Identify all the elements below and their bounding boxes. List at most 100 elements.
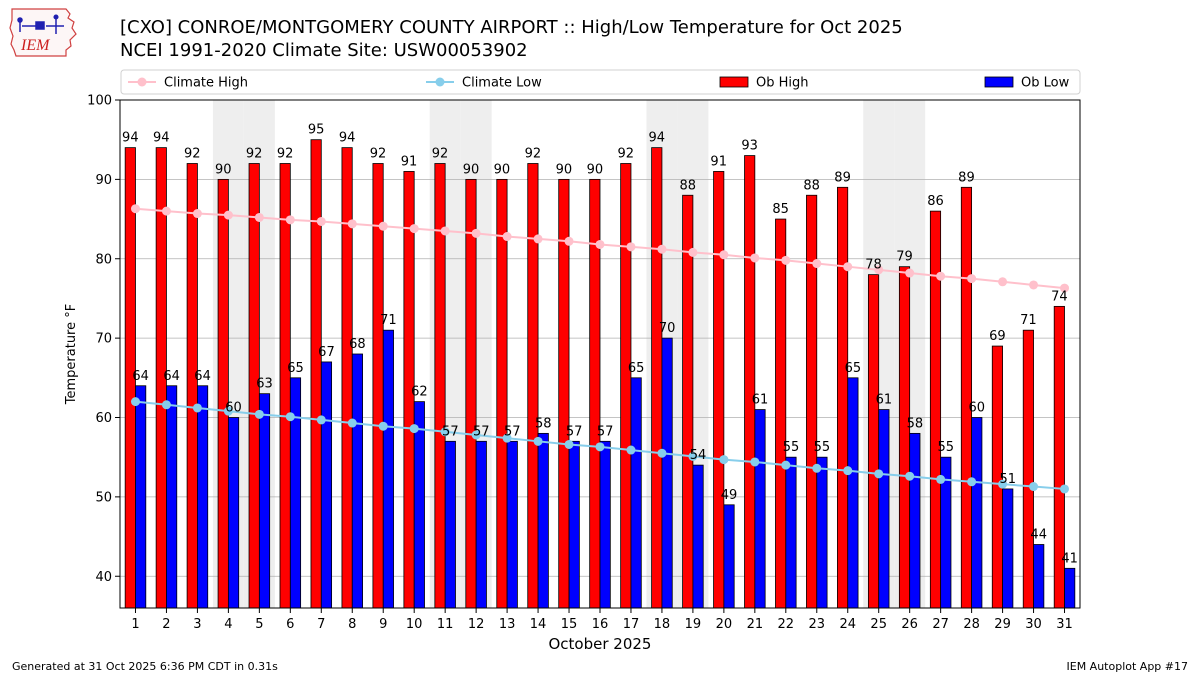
y-tick-label: 90: [95, 173, 112, 188]
ob-high-bar: [682, 194, 694, 609]
ob-high-bar: [837, 186, 849, 609]
ob-high-label: 94: [339, 131, 356, 146]
ob-low-label: 60: [969, 401, 986, 416]
x-tick-label: 12: [468, 617, 485, 632]
ob-high-bar: [217, 178, 229, 609]
ob-high-label: 92: [277, 147, 294, 162]
x-tick-label: 10: [406, 617, 423, 632]
x-tick-label: 17: [623, 617, 640, 632]
climate-low-point: [719, 455, 729, 465]
y-axis-label: Temperature °F: [64, 304, 79, 405]
x-tick-label: 7: [317, 617, 325, 632]
legend-marker: [137, 77, 147, 87]
climate-high-point: [130, 204, 140, 214]
x-tick-label: 25: [870, 617, 887, 632]
ob-high-bar: [960, 186, 973, 609]
ob-low-label: 64: [194, 369, 211, 384]
chart-title: [CXO] CONROE/MONTGOMERY COUNTY AIRPORT :…: [120, 17, 903, 38]
x-tick-label: 27: [932, 617, 949, 632]
x-tick-label: 18: [654, 617, 671, 632]
logo-text: IEM: [20, 37, 51, 54]
x-tick-label: 22: [778, 617, 795, 632]
climate-low-point: [967, 477, 977, 487]
ob-high-label: 92: [432, 147, 449, 162]
ob-low-bar: [847, 377, 859, 609]
y-tick-label: 70: [95, 332, 112, 347]
ob-low-label: 70: [659, 321, 676, 336]
climate-high-point: [564, 236, 574, 246]
ob-low-bar: [1033, 544, 1045, 609]
ob-high-label: 89: [834, 170, 851, 185]
y-tick-label: 50: [95, 490, 112, 505]
ob-low-bar: [692, 464, 704, 609]
ob-low-bar: [258, 393, 271, 609]
x-tick-label: 31: [1056, 617, 1073, 632]
x-tick-label: 5: [255, 617, 263, 632]
climate-high-point: [440, 226, 450, 236]
x-tick-label: 26: [901, 617, 918, 632]
ob-low-bar: [475, 440, 487, 609]
ob-high-label: 94: [153, 131, 170, 146]
x-tick-label: 2: [162, 617, 170, 632]
climate-low-point: [657, 448, 667, 458]
climate-high-point: [471, 228, 481, 238]
ob-high-label: 71: [1020, 313, 1037, 328]
ob-high-label: 86: [927, 194, 944, 209]
ob-low-label: 67: [318, 345, 335, 360]
ob-low-bar: [166, 385, 178, 609]
ob-high-bar: [775, 218, 787, 609]
ob-low-bar: [537, 432, 549, 609]
generated-footer: Generated at 31 Oct 2025 6:36 PM CDT in …: [12, 660, 278, 673]
climate-high-point: [719, 250, 729, 260]
ob-high-label: 85: [772, 202, 789, 217]
legend-label: Climate High: [164, 76, 248, 91]
climate-low-point: [502, 433, 512, 443]
ob-low-bar: [599, 440, 611, 609]
climate-low-point: [626, 445, 636, 455]
ob-low-bar: [227, 417, 240, 609]
ob-high-label: 91: [710, 154, 727, 169]
climate-low-point: [595, 442, 605, 452]
ob-low-label: 41: [1061, 551, 1078, 566]
climate-high-point: [750, 253, 760, 263]
ob-high-bar: [465, 178, 477, 609]
climate-low-point: [1029, 482, 1039, 492]
climate-high-point: [378, 221, 388, 231]
climate-low-point: [471, 430, 481, 440]
climate-high-point: [812, 259, 822, 269]
climate-high-point: [688, 247, 698, 257]
ob-high-bar: [744, 155, 756, 609]
x-tick-label: 1: [131, 617, 139, 632]
climate-low-point: [905, 471, 915, 481]
app-footer: IEM Autoplot App #17: [1066, 660, 1189, 673]
climate-high-point: [967, 274, 977, 284]
ob-low-bar: [630, 377, 642, 609]
legend-box: [120, 69, 1081, 95]
ob-high-bar: [527, 163, 539, 609]
x-tick-label: 14: [530, 617, 547, 632]
x-tick-label: 4: [224, 617, 232, 632]
ob-high-bar: [310, 139, 322, 609]
ob-low-label: 65: [845, 361, 862, 376]
legend: Climate High Climate Low Ob High Ob Low: [120, 69, 1081, 95]
ob-low-label: 55: [814, 440, 831, 455]
ob-high-bar: [898, 266, 911, 609]
ob-low-bar: [444, 440, 456, 609]
climate-high-point: [1060, 283, 1070, 293]
ob-low-label: 64: [132, 369, 149, 384]
climate-high-point: [161, 206, 171, 216]
ob-low-bar: [135, 385, 147, 609]
ob-high-label: 94: [122, 131, 139, 146]
climate-low-point: [378, 421, 388, 431]
ob-low-label: 55: [783, 440, 800, 455]
climate-high-point: [223, 210, 233, 220]
climate-high-point: [595, 239, 605, 249]
ob-high-label: 95: [308, 123, 325, 138]
iem-logo: IEM: [9, 8, 77, 57]
climate-low-point: [533, 436, 543, 446]
climate-low-point: [347, 418, 357, 428]
legend-marker: [435, 77, 445, 87]
y-tick-label: 80: [95, 252, 112, 267]
